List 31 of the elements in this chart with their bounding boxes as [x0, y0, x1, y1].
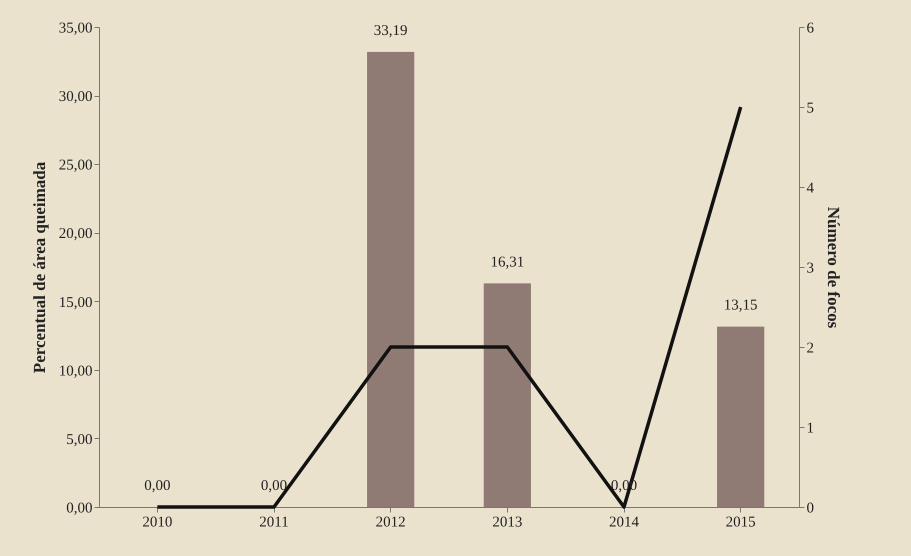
y-tick-label: 30,00: [58, 89, 92, 106]
y2-tick-label: 3: [806, 260, 814, 276]
y-axis-title: Percentual de área queimada: [30, 161, 49, 374]
y-tick-label: 0,00: [66, 500, 92, 516]
x-tick-label: 2010: [142, 514, 172, 530]
y2-axis-title: Número de focos: [824, 206, 843, 329]
y-tick-label: 20,00: [58, 226, 92, 242]
x-tick-label: 2015: [726, 514, 756, 530]
bar: [367, 52, 414, 507]
y2-tick-label: 2: [806, 340, 814, 356]
y-tick-label: 15,00: [58, 294, 92, 311]
data-label: 13,15: [724, 298, 758, 314]
y2-tick-label: 0: [806, 500, 814, 516]
x-tick-label: 2014: [609, 514, 640, 530]
y-tick-label: 25,00: [58, 158, 92, 174]
y-tick-label: 5,00: [66, 432, 92, 448]
x-tick-label: 2013: [492, 514, 522, 530]
x-tick-label: 2011: [259, 514, 289, 530]
data-label: 33,19: [374, 22, 408, 39]
data-label: 0,00: [144, 478, 170, 494]
y-tick-label: 35,00: [58, 20, 92, 36]
bar: [717, 326, 764, 507]
data-label: 0,00: [260, 478, 288, 494]
x-tick-label: 2012: [376, 514, 406, 530]
y2-tick-label: 4: [806, 180, 814, 196]
bar: [484, 283, 531, 507]
y2-tick-label: 6: [806, 20, 814, 36]
y-tick-label: 10,00: [58, 363, 92, 380]
y2-tick-label: 5: [806, 100, 814, 116]
data-label: 16,31: [490, 254, 524, 270]
y2-tick-label: 1: [806, 420, 814, 436]
